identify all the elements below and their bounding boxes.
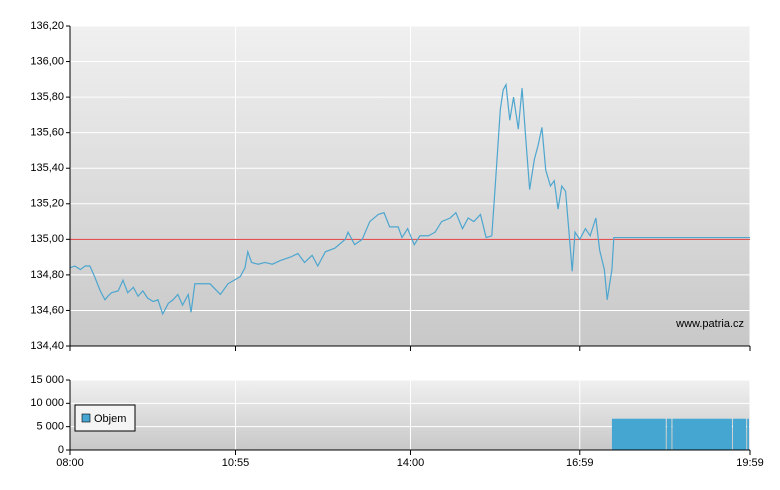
volume-bar — [666, 418, 672, 450]
y-tick-label: 10 000 — [30, 397, 64, 409]
y-tick-label: 134,60 — [30, 304, 64, 316]
y-tick-label: 135,40 — [30, 162, 64, 174]
y-tick-label: 135,80 — [30, 91, 64, 103]
y-tick-label: 134,80 — [30, 269, 64, 281]
price-line — [69, 82, 750, 316]
x-tick-label: 16:59 — [566, 457, 594, 469]
y-tick-label: 15 000 — [30, 374, 64, 386]
x-tick-label: 10:55 — [222, 457, 250, 469]
y-tick-label: 135,60 — [30, 127, 64, 139]
x-tick-label: 08:00 — [56, 457, 84, 469]
y-tick-label: 134,40 — [30, 340, 64, 352]
y-tick-label: 5 000 — [36, 421, 64, 433]
volume-bar — [672, 418, 732, 450]
x-tick-label: 14:00 — [397, 457, 425, 469]
legend-swatch — [81, 413, 91, 423]
y-tick-label: 136,00 — [30, 55, 64, 67]
volume-bar — [747, 418, 749, 450]
y-tick-label: 135,00 — [30, 233, 64, 245]
volume-bar — [611, 418, 666, 450]
legend-label: Objem — [94, 413, 126, 425]
watermark: www.patria.cz — [675, 318, 744, 330]
x-tick-label: 19:59 — [736, 457, 764, 469]
y-tick-label: 136,20 — [30, 20, 64, 32]
volume-bar — [732, 418, 747, 450]
y-tick-label: 135,20 — [30, 198, 64, 210]
y-tick-label: 0 — [58, 444, 64, 456]
